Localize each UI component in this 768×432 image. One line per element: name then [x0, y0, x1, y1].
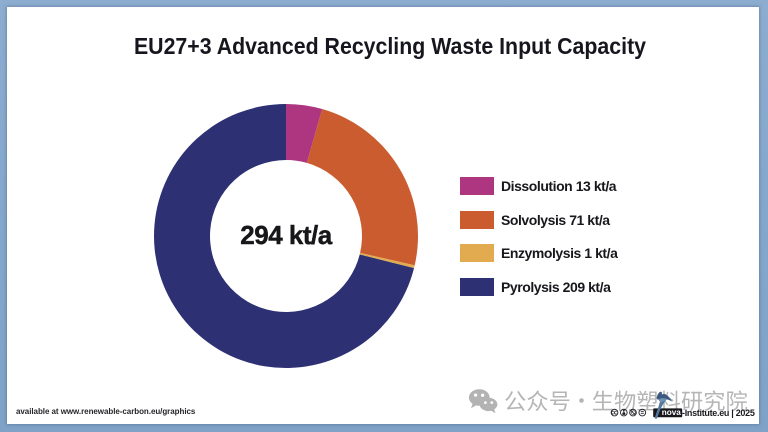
svg-text:nova: nova	[662, 408, 682, 417]
